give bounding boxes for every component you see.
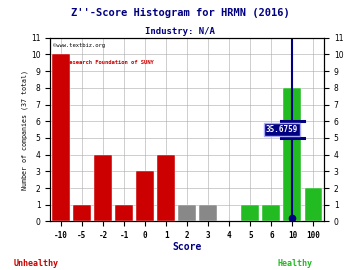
- Bar: [283, 88, 301, 221]
- Bar: [52, 55, 70, 221]
- Bar: [305, 188, 323, 221]
- Text: The Research Foundation of SUNY: The Research Foundation of SUNY: [53, 60, 154, 65]
- Text: Unhealthy: Unhealthy: [14, 259, 58, 268]
- Bar: [242, 205, 259, 221]
- Text: Healthy: Healthy: [278, 259, 313, 268]
- Bar: [178, 205, 196, 221]
- Text: ©www.textbiz.org: ©www.textbiz.org: [53, 43, 105, 48]
- Text: Industry: N/A: Industry: N/A: [145, 27, 215, 36]
- Bar: [262, 205, 280, 221]
- Bar: [73, 205, 91, 221]
- Bar: [199, 205, 217, 221]
- Bar: [94, 155, 112, 221]
- Bar: [136, 171, 154, 221]
- Y-axis label: Number of companies (37 total): Number of companies (37 total): [22, 70, 28, 190]
- Bar: [157, 155, 175, 221]
- X-axis label: Score: Score: [172, 241, 202, 252]
- Text: Z''-Score Histogram for HRMN (2016): Z''-Score Histogram for HRMN (2016): [71, 8, 289, 18]
- Bar: [115, 205, 133, 221]
- Text: 35.6759: 35.6759: [266, 125, 298, 134]
